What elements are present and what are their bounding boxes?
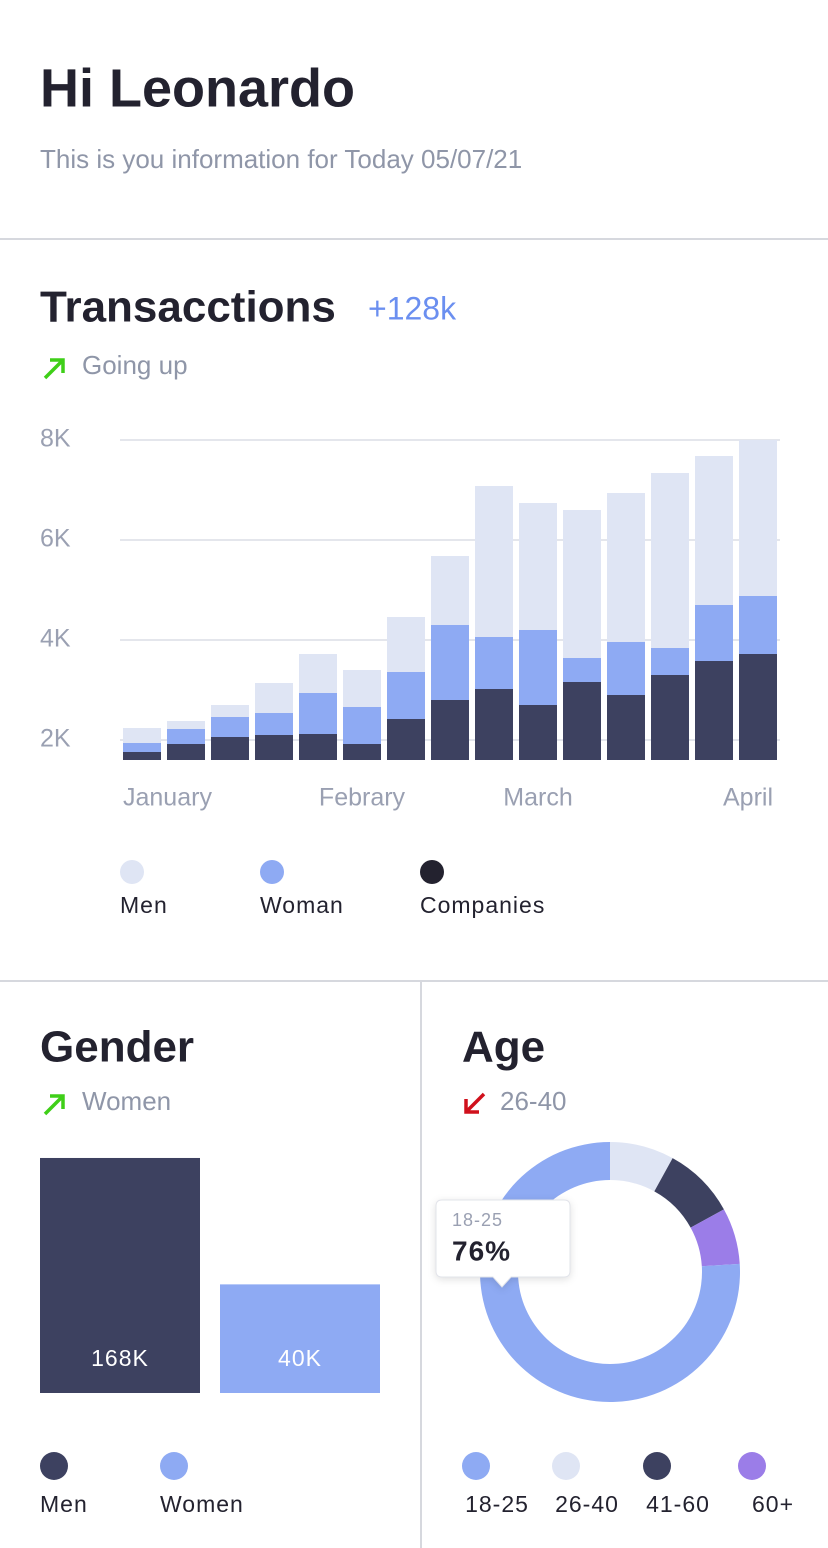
- bar-segment: [123, 743, 161, 752]
- tooltip-category: 18-25: [452, 1210, 503, 1230]
- tooltip: [435, 1199, 571, 1288]
- y-tick-label: 8K: [40, 425, 71, 453]
- bar-segment: [695, 456, 733, 605]
- bar-segment: [651, 675, 689, 760]
- tooltip-value: 76%: [452, 1235, 511, 1266]
- bar-segment: [607, 642, 645, 695]
- x-tick-label: Febrary: [319, 784, 406, 812]
- bar-segment: [519, 630, 557, 705]
- bar-segment: [167, 721, 205, 729]
- legend-dot: [552, 1452, 580, 1480]
- bar-segment: [387, 719, 425, 760]
- subtitle: This is you information for Today 05/07/…: [40, 144, 522, 174]
- bar-segment: [211, 717, 249, 737]
- bar-segment: [563, 682, 601, 760]
- bar-segment: [739, 596, 777, 654]
- trend: Going up: [82, 350, 188, 380]
- bar-segment: [167, 744, 205, 760]
- donut-overlay: 18-25 76%: [435, 1199, 571, 1288]
- x-tick-label: April: [723, 784, 773, 812]
- bar-segment: [651, 648, 689, 675]
- bar: [220, 1284, 380, 1393]
- legend-label: Companies: [420, 892, 545, 918]
- trend: Women: [82, 1086, 171, 1116]
- bar-segment: [211, 737, 249, 760]
- bar-segment: [299, 693, 337, 734]
- donut-slice: [690, 1209, 740, 1267]
- bar-segment: [343, 744, 381, 760]
- legend-dot: [643, 1452, 671, 1480]
- legend-dot: [738, 1452, 766, 1480]
- section-title: Gender: [40, 1023, 194, 1072]
- bar-segment: [475, 689, 513, 760]
- bar-segment: [475, 637, 513, 689]
- legend-dot: [420, 860, 444, 884]
- legend-dot: [260, 860, 284, 884]
- legend-label: 41-60: [646, 1491, 710, 1517]
- greeting: Hi Leonardo: [40, 58, 355, 118]
- bar-segment: [431, 556, 469, 625]
- legend-label: 18-25: [465, 1491, 529, 1517]
- legend-label: Men: [40, 1491, 88, 1517]
- bar-segment: [255, 735, 293, 760]
- bar-segment: [695, 605, 733, 661]
- bar-segment: [739, 440, 777, 596]
- bar-segment: [299, 654, 337, 693]
- bar-segment: [211, 705, 249, 717]
- donut-slice: [654, 1158, 724, 1228]
- bar-segment: [387, 672, 425, 719]
- bar-segment: [299, 734, 337, 760]
- bar-segment: [651, 473, 689, 648]
- bar-segment: [739, 654, 777, 760]
- bar-segment: [255, 683, 293, 713]
- legend-dot: [462, 1452, 490, 1480]
- legend-dot: [160, 1452, 188, 1480]
- legend-dot: [120, 860, 144, 884]
- bar-segment: [343, 707, 381, 744]
- bar-segment: [431, 625, 469, 700]
- bar-segment: [563, 658, 601, 682]
- bar-segment: [343, 670, 381, 707]
- bar-segment: [563, 510, 601, 658]
- section-title: Age: [462, 1023, 545, 1072]
- x-tick-label: January: [123, 784, 212, 812]
- bar-segment: [607, 493, 645, 642]
- change: +128k: [368, 290, 457, 326]
- donut-slice: [610, 1142, 673, 1192]
- y-tick-label: 4K: [40, 625, 71, 653]
- bar-segment: [167, 729, 205, 744]
- bar: [40, 1157, 200, 1393]
- legend-dot: [40, 1452, 68, 1480]
- legend-label: 26-40: [555, 1491, 619, 1517]
- bar-segment: [475, 486, 513, 637]
- bar-segment: [431, 700, 469, 760]
- bar-segment: [387, 617, 425, 672]
- trend-down-icon: [464, 1092, 486, 1114]
- bar-segment: [519, 705, 557, 760]
- bar-segment: [695, 661, 733, 760]
- x-tick-label: March: [503, 784, 572, 812]
- value-label: 168K: [91, 1345, 149, 1371]
- legend-label: Women: [160, 1491, 244, 1517]
- trend: 26-40: [500, 1086, 567, 1116]
- bar-segment: [123, 728, 161, 743]
- legend-label: Men: [120, 892, 168, 918]
- bar-segment: [607, 695, 645, 760]
- value-label: 40K: [278, 1345, 322, 1371]
- legend-label: Woman: [260, 892, 344, 918]
- bar-segment: [123, 752, 161, 760]
- y-tick-label: 2K: [40, 725, 71, 753]
- bar-segment: [519, 503, 557, 630]
- legend-label: 60+: [752, 1491, 794, 1517]
- trend-up-icon: [43, 358, 65, 380]
- bar-segment: [255, 713, 293, 735]
- section-title: Transacctions: [40, 283, 336, 332]
- y-tick-label: 6K: [40, 525, 71, 553]
- trend-up-icon: [43, 1094, 65, 1116]
